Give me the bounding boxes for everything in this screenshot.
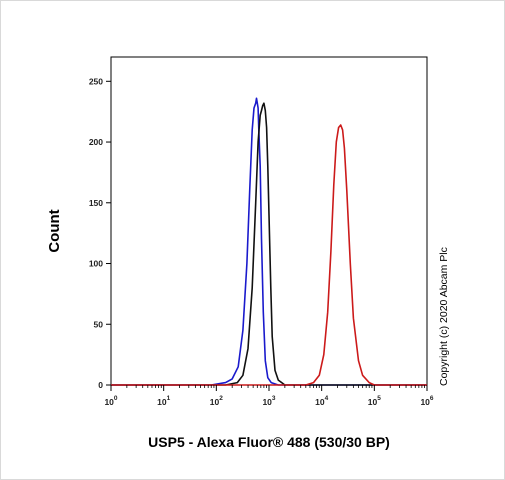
series-layer [111,97,427,386]
series-line-1 [111,97,427,386]
x-axis: 100 101 102 103 104 105 106 [104,385,434,407]
y-tick-label: 0 [98,380,103,390]
x-tick-label: 106 [420,395,433,407]
y-tick-label: 50 [94,319,104,329]
y-tick-label: 100 [89,259,103,269]
x-tick-label: 104 [315,395,328,407]
series-line-2 [111,102,427,386]
y-axis: 0 50 100 150 200 250 [89,76,111,390]
x-tick-label: 102 [210,395,223,407]
y-tick-label: 150 [89,198,103,208]
y-tick-label: 250 [89,76,103,86]
x-tick-label: 100 [104,395,117,407]
y-tick-label: 200 [89,137,103,147]
series-line-3 [111,124,427,386]
x-axis-label: USP5 - Alexa Fluor® 488 (530/30 BP) [148,434,390,450]
x-tick-label: 105 [368,395,381,407]
copyright-annotation: Copyright (c) 2020 Abcam Plc [438,247,450,386]
y-axis-label: Count [46,209,63,252]
x-tick-label: 103 [262,395,275,407]
x-tick-label: 101 [157,395,170,407]
